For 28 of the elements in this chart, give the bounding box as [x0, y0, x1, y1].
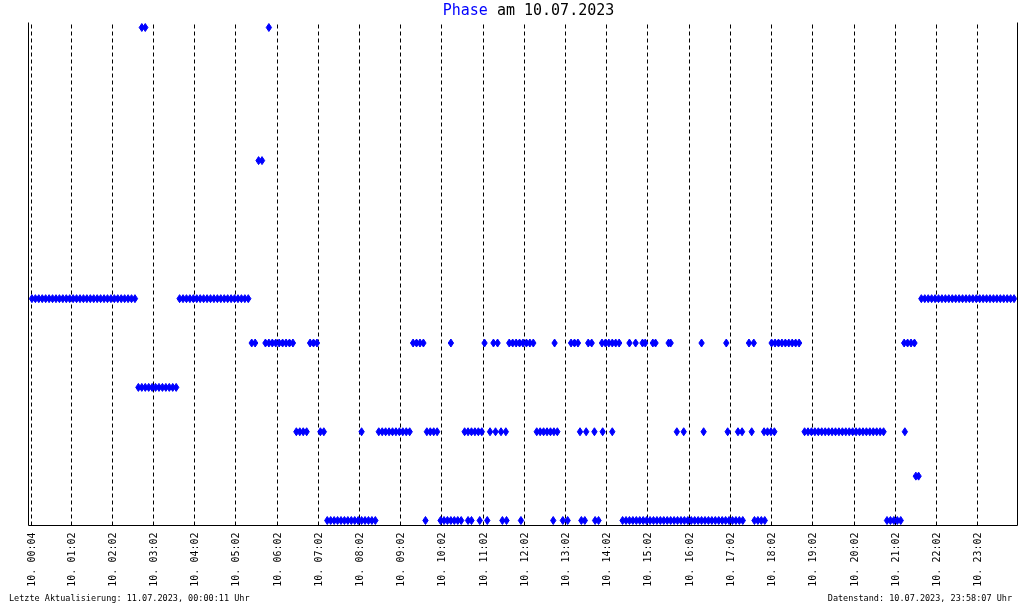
x-tick-label: 10. 19:02 — [807, 532, 819, 587]
x-tick-label: 10. 21:02 — [889, 532, 901, 587]
x-tick-label: 10. 13:02 — [560, 532, 572, 587]
x-tick-label: 10. 03:02 — [148, 532, 159, 587]
x-tick-label: 10. 01:02 — [65, 532, 77, 587]
x-tick-label: 10. 06:02 — [271, 532, 283, 587]
x-tick-label: 10. 23:02 — [972, 532, 984, 587]
text: Phase — [442, 1, 488, 19]
x-tick-label: 10. 02:02 — [106, 532, 118, 587]
text: Letzte Aktualisierung: 11.07.2023, 00:00:11 Uhr — [9, 593, 250, 603]
x-tick-label: 10. 08:02 — [354, 532, 366, 587]
x-tick-label: 10. 22:02 — [930, 532, 942, 587]
x-tick-label: 10. 14:02 — [601, 532, 613, 587]
x-tick-label: 10. 16:02 — [683, 532, 695, 587]
chart-title: am 10.07.2023 — [496, 1, 615, 19]
x-tick-label: 10. 00:04 — [25, 532, 37, 587]
x-tick-label: 10. 04:02 — [189, 532, 201, 587]
x-tick-label: 10. 15:02 — [642, 532, 654, 587]
x-tick-label: 10. 17:02 — [724, 532, 736, 587]
x-tick-label: 10. 18:02 — [766, 532, 778, 587]
x-tick-label: 10. 20:02 — [848, 532, 860, 587]
x-tick-label: 10. 10:02 — [436, 532, 448, 587]
x-tick-label: 10. 05:02 — [230, 532, 242, 587]
x-tick-label: 10. 09:02 — [395, 532, 407, 587]
x-tick-label: 10. 07:02 — [312, 532, 324, 587]
x-tick-label: 10. 11:02 — [477, 532, 489, 587]
x-tick-label: 10. 12:02 — [518, 532, 530, 587]
text: Datenstand: 10.07.2023, 23:58:07 Uhr — [827, 593, 1012, 603]
